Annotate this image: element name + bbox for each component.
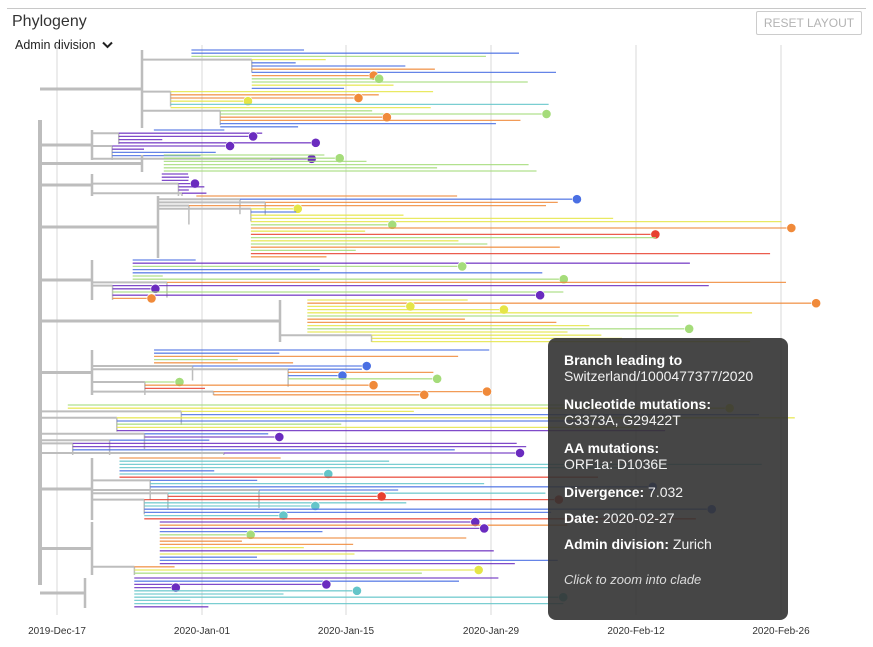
axis-tick-label: 2020-Feb-12 <box>607 626 665 637</box>
color-by-dropdown[interactable]: Admin division <box>15 38 113 52</box>
tree-tip[interactable] <box>387 219 398 230</box>
tree-tip[interactable] <box>170 582 181 593</box>
branch-tooltip: Branch leading to Switzerland/1000477377… <box>548 338 788 620</box>
tree-tip[interactable] <box>225 141 235 151</box>
tooltip-date-label: Date: <box>564 510 600 526</box>
tree-tip[interactable] <box>174 377 185 387</box>
tree-tip[interactable] <box>473 565 484 575</box>
tree-tip[interactable] <box>457 261 468 272</box>
tree-tip[interactable] <box>432 373 443 384</box>
tree-tip[interactable] <box>274 432 285 442</box>
axis-tick-label: 2020-Jan-15 <box>317 626 375 637</box>
tree-tip[interactable] <box>811 298 822 309</box>
tooltip-branch-label: Branch leading to <box>564 352 683 368</box>
tooltip-division-label: Admin division: <box>564 536 669 552</box>
tree-tip[interactable] <box>150 283 161 294</box>
tree-tip[interactable] <box>310 501 321 511</box>
tree-tip[interactable] <box>321 579 332 590</box>
tree-tip[interactable] <box>323 469 334 479</box>
chevron-down-icon <box>101 41 113 49</box>
tree-tip[interactable] <box>190 178 200 189</box>
tree-tip[interactable] <box>684 323 695 334</box>
tooltip-date-value: 2020-02-27 <box>602 510 675 526</box>
tooltip-divergence-value: 7.032 <box>648 484 684 500</box>
tooltip-aa-label: AA mutations: <box>564 440 660 456</box>
tree-tip[interactable] <box>368 380 379 391</box>
color-by-label: Admin division <box>15 38 96 52</box>
tree-tip[interactable] <box>353 93 364 103</box>
axis-tick-label: 2020-Feb-26 <box>752 626 810 637</box>
tree-tip[interactable] <box>558 274 569 285</box>
tree-tip[interactable] <box>146 293 157 304</box>
tree-tip[interactable] <box>405 301 416 312</box>
tree-tip[interactable] <box>381 112 392 123</box>
tooltip-division-value: Zurich <box>672 536 712 552</box>
tree-tip[interactable] <box>786 223 797 233</box>
tree-tip[interactable] <box>337 370 348 381</box>
tree-tip[interactable] <box>376 491 387 502</box>
tree-tip[interactable] <box>650 229 661 240</box>
tree-tip[interactable] <box>515 448 525 458</box>
tooltip-aa-value: ORF1a: D1036E <box>564 456 668 472</box>
panel-title: Phylogeny <box>12 13 87 30</box>
tooltip-hint: Click to zoom into clade <box>564 572 702 587</box>
tree-tip[interactable] <box>374 73 385 84</box>
tree-tip[interactable] <box>245 529 256 540</box>
tree-tip[interactable] <box>470 517 481 527</box>
tree-tip[interactable] <box>535 290 545 301</box>
tooltip-branch-value: Switzerland/1000477377/2020 <box>564 368 754 384</box>
tree-tip[interactable] <box>248 131 259 142</box>
tree-tip[interactable] <box>352 585 362 596</box>
tree-tip[interactable] <box>541 109 552 119</box>
tree-tip[interactable] <box>482 386 492 397</box>
tooltip-divergence-label: Divergence: <box>564 484 645 500</box>
tree-tip[interactable] <box>243 96 253 107</box>
tree-tip[interactable] <box>361 361 372 371</box>
tree-tip[interactable] <box>292 203 303 214</box>
tree-tip[interactable] <box>499 304 509 315</box>
axis-tick-label: 2019-Dec-17 <box>28 626 86 637</box>
reset-layout-button[interactable]: RESET LAYOUT <box>756 11 862 35</box>
axis-tick-label: 2020-Jan-29 <box>462 626 520 637</box>
axis-tick-label: 2020-Jan-01 <box>173 626 231 637</box>
tree-tip[interactable] <box>479 523 490 534</box>
tooltip-nuc-label: Nucleotide mutations: <box>564 396 712 412</box>
tooltip-nuc-value: C3373A, G29422T <box>564 412 681 428</box>
tree-tip[interactable] <box>419 389 430 400</box>
tree-tip[interactable] <box>278 510 289 521</box>
panel-top-rule <box>7 8 866 9</box>
tree-tip[interactable] <box>310 137 321 148</box>
tree-tip[interactable] <box>334 153 345 164</box>
tree-tip[interactable] <box>572 194 582 205</box>
